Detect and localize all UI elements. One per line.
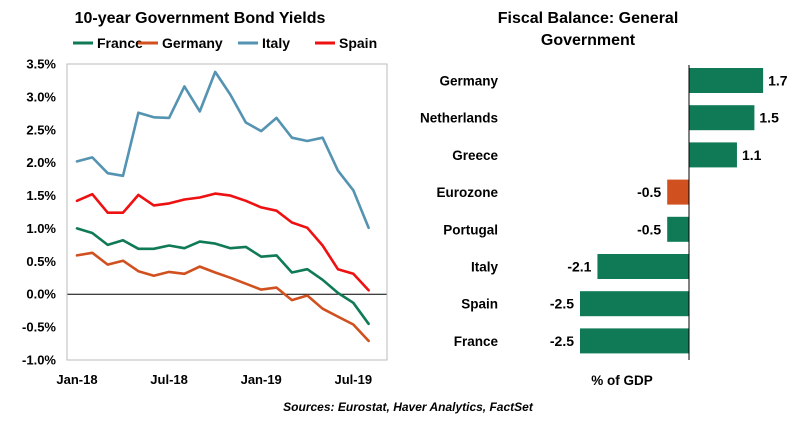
category-label-eurozone: Eurozone [436, 185, 498, 200]
bar-germany [689, 68, 764, 93]
series-line-france [75, 227, 370, 326]
legend-label: Italy [262, 35, 290, 51]
bar-eurozone [667, 179, 689, 205]
value-label-portugal: -0.5 [637, 221, 661, 237]
legend-label: Germany [162, 35, 223, 51]
series-line-italy [75, 70, 370, 230]
y-tick-label: 2.0% [26, 155, 56, 170]
legend-label: Spain [339, 35, 377, 51]
value-label-germany: 1.7 [768, 73, 788, 89]
series-line-spain [75, 192, 370, 292]
x-tick-label: Jan-19 [241, 372, 282, 387]
value-label-italy: -2.1 [567, 259, 591, 275]
bar-italy [597, 254, 689, 279]
bond-yield-chart: 10-year Government Bond Yields France Ger… [22, 10, 388, 387]
y-tick-label: -0.5% [22, 320, 56, 335]
category-label-portugal: Portugal [443, 222, 498, 237]
y-tick-label: -1.0% [22, 353, 56, 368]
y-tick-label: 2.5% [26, 122, 56, 137]
category-label-italy: Italy [471, 260, 499, 275]
category-label-netherlands: Netherlands [420, 111, 498, 126]
y-tick-label: 1.0% [26, 221, 56, 236]
value-label-france: -2.5 [550, 333, 574, 349]
bar-netherlands [689, 105, 755, 131]
fiscal-xlabel: % of GDP [591, 373, 653, 388]
value-label-netherlands: 1.5 [759, 110, 779, 126]
legend-item-spain: Spain [315, 35, 377, 51]
legend-item-italy: Italy [238, 35, 290, 51]
y-axis: 3.5% 3.0% 2.5% 2.0% 1.5% 1.0% 0.5% 0.0% -0.5% -1.… [22, 57, 56, 368]
y-tick-label: 1.5% [26, 188, 56, 203]
category-label-germany: Germany [439, 74, 498, 89]
y-tick-label: 0.0% [26, 287, 56, 302]
fiscal-title-line-2: Government [541, 32, 636, 49]
legend-label: France [97, 35, 143, 51]
y-tick-label: 3.0% [26, 89, 56, 104]
plot-frame [66, 63, 388, 361]
legend-item-germany: Germany [138, 35, 223, 51]
bond-yield-title: 10-year Government Bond Yields [75, 10, 326, 27]
legend-item-france: France [73, 35, 143, 51]
x-tick-label: Jan-18 [56, 372, 97, 387]
bar-portugal [667, 216, 689, 242]
value-label-spain: -2.5 [550, 296, 574, 312]
x-axis: Jan-18 Jul-18 Jan-19 Jul-19 [56, 372, 372, 387]
bar-greece [689, 142, 737, 168]
x-tick-label: Jul-19 [335, 372, 373, 387]
fiscal-title-line-1: Fiscal Balance: General [498, 10, 679, 27]
y-tick-label: 0.5% [26, 254, 56, 269]
series-line-germany [75, 251, 370, 343]
category-label-spain: Spain [461, 297, 498, 312]
bars: Germany 1.7 Netherlands 1.5 Greece 1.1 Eurozon… [420, 68, 788, 354]
category-label-france: France [454, 334, 499, 349]
value-label-eurozone: -0.5 [637, 184, 661, 200]
category-label-greece: Greece [452, 148, 498, 163]
y-tick-label: 3.5% [26, 57, 56, 72]
series-lines [75, 70, 370, 343]
bar-spain [580, 291, 689, 317]
value-label-greece: 1.1 [742, 147, 762, 163]
bar-france [580, 328, 689, 354]
source-note: Sources: Eurostat, Haver Analytics, Fact… [283, 400, 534, 414]
x-tick-label: Jul-18 [150, 372, 188, 387]
legend: France Germany Italy Spain [73, 35, 377, 51]
fiscal-balance-chart: Fiscal Balance: General Government Germa… [420, 10, 788, 388]
